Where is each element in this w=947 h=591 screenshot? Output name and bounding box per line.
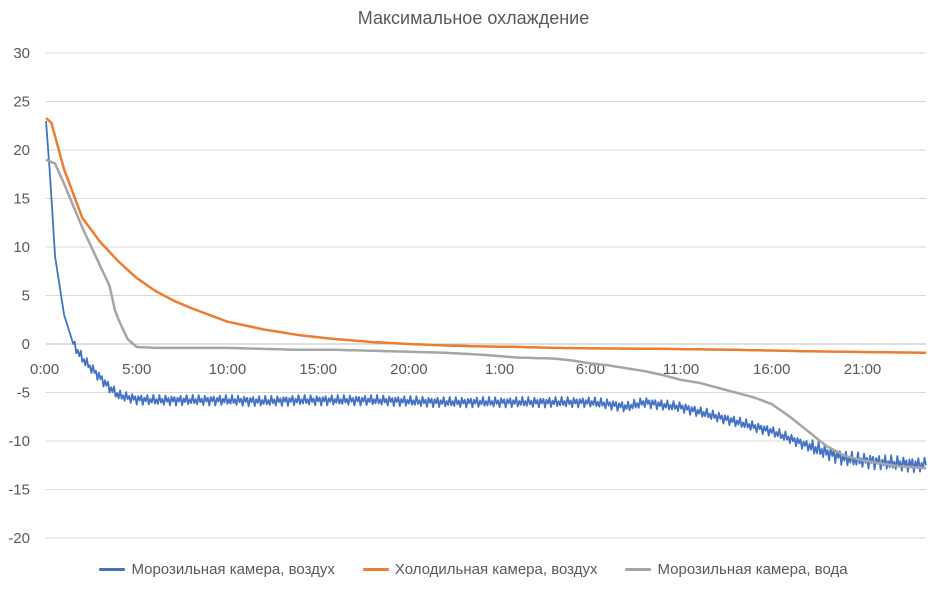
y-tick-label: -15 [8, 482, 30, 499]
y-tick-label: -20 [8, 530, 30, 547]
chart-title: Максимальное охлаждение [357, 8, 590, 28]
y-tick-label: 10 [13, 239, 30, 256]
legend-item: Морозильная камера, воздух [99, 561, 335, 578]
x-tick-label: 10:00 [209, 361, 247, 378]
y-tick-label: 25 [13, 94, 30, 111]
series-line-3 [45, 158, 927, 470]
legend-label: Холодильная камера, воздух [394, 561, 598, 578]
x-tick-label: 21:00 [844, 361, 882, 378]
x-tick-label: 20:00 [390, 361, 428, 378]
x-tick-label: 5:00 [122, 361, 151, 378]
y-tick-label: 0 [22, 336, 30, 353]
legend-swatch [99, 568, 126, 571]
legend-swatch [362, 568, 389, 571]
y-tick-label: 15 [13, 191, 30, 208]
x-tick-label: 15:00 [299, 361, 337, 378]
legend-item: Морозильная камера, вода [625, 561, 848, 578]
x-tick-label: 0:00 [30, 361, 59, 378]
x-tick-label: 16:00 [753, 361, 791, 378]
legend-label: Морозильная камера, воздух [131, 561, 335, 578]
legend-swatch [625, 568, 652, 571]
legend-label: Морозильная камера, вода [657, 561, 848, 578]
y-tick-label: -10 [8, 433, 30, 450]
legend: Морозильная камера, воздух Холодильная ка… [0, 561, 947, 578]
series-line-2 [45, 117, 926, 354]
y-tick-label: 20 [13, 142, 30, 159]
x-tick-label: 1:00 [485, 361, 514, 378]
y-tick-label: 30 [13, 45, 30, 62]
y-tick-label: 5 [22, 288, 30, 305]
y-tick-label: -5 [17, 385, 30, 402]
series-line-1 [45, 120, 927, 473]
x-tick-label: 11:00 [663, 361, 699, 378]
legend-item: Холодильная камера, воздух [362, 561, 598, 578]
